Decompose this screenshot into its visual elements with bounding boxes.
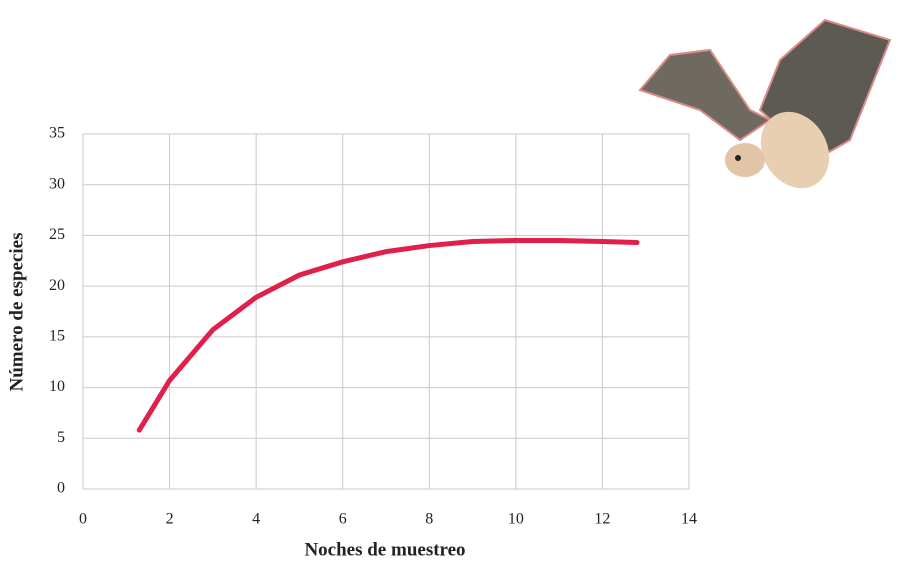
x-tick-label: 2 xyxy=(166,511,174,528)
x-tick-label: 8 xyxy=(425,511,433,528)
x-tick-label: 0 xyxy=(79,511,87,528)
x-axis-title: Noches de muestreo xyxy=(304,539,465,560)
y-tick-label: 20 xyxy=(49,277,65,294)
x-tick-label: 10 xyxy=(508,511,524,528)
y-tick-label: 35 xyxy=(49,125,65,142)
x-tick-label: 4 xyxy=(252,511,260,528)
x-tick-label: 14 xyxy=(681,511,697,528)
data-line xyxy=(136,238,640,433)
y-tick-label: 25 xyxy=(49,226,65,243)
y-tick-label: 10 xyxy=(49,378,65,395)
x-tick-label: 6 xyxy=(339,511,347,528)
y-tick-label: 5 xyxy=(57,429,65,446)
y-axis-title: Número de especies xyxy=(6,232,27,391)
bat-illustration xyxy=(638,18,892,189)
x-tick-label: 12 xyxy=(594,511,610,528)
y-tick-label: 0 xyxy=(57,480,65,497)
y-tick-label: 15 xyxy=(49,328,65,345)
y-tick-label: 30 xyxy=(49,175,65,192)
